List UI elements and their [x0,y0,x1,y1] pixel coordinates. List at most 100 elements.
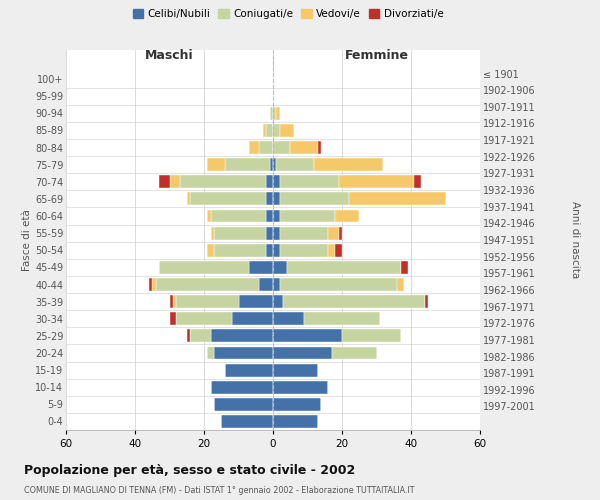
Bar [335,210,359,222]
Bar [273,107,277,120]
Bar [214,226,266,239]
Bar [304,312,380,325]
Text: Popolazione per età, sesso e stato civile - 2002: Popolazione per età, sesso e stato civil… [24,464,355,477]
Bar [259,278,273,291]
Bar [273,141,290,154]
Bar [149,278,152,291]
Bar [214,346,273,360]
Bar [335,244,342,256]
Text: Maschi: Maschi [145,50,194,62]
Bar [318,141,322,154]
Bar [287,261,401,274]
Bar [277,107,280,120]
Bar [332,346,377,360]
Bar [266,210,273,222]
Bar [273,261,287,274]
Bar [273,176,280,188]
Bar [224,364,273,376]
Bar [170,176,180,188]
Bar [280,244,328,256]
Bar [397,278,404,291]
Bar [280,210,335,222]
Bar [415,176,421,188]
Bar [208,158,224,171]
Bar [273,244,280,256]
Bar [173,295,176,308]
Bar [273,415,318,428]
Bar [328,244,335,256]
Bar [280,278,397,291]
Bar [211,330,273,342]
Bar [187,330,190,342]
Bar [187,192,190,205]
Bar [342,330,401,342]
Legend: Celibi/Nubili, Coniugati/e, Vedovi/e, Divorziati/e: Celibi/Nubili, Coniugati/e, Vedovi/e, Di… [128,5,448,24]
Bar [290,141,318,154]
Bar [170,312,176,325]
Bar [266,244,273,256]
Bar [273,210,280,222]
Bar [314,158,383,171]
Bar [273,381,328,394]
Bar [273,346,332,360]
Bar [176,312,232,325]
Bar [159,176,170,188]
Bar [328,226,338,239]
Bar [277,158,314,171]
Bar [156,278,259,291]
Bar [269,107,273,120]
Bar [211,226,214,239]
Bar [176,295,239,308]
Y-axis label: Fasce di età: Fasce di età [22,209,32,271]
Bar [280,176,338,188]
Bar [425,295,428,308]
Bar [214,398,273,410]
Bar [280,192,349,205]
Bar [273,192,280,205]
Y-axis label: Anni di nascita: Anni di nascita [569,202,580,278]
Bar [211,210,266,222]
Text: COMUNE DI MAGLIANO DI TENNA (FM) - Dati ISTAT 1° gennaio 2002 - Elaborazione TUT: COMUNE DI MAGLIANO DI TENNA (FM) - Dati … [24,486,415,495]
Bar [266,124,273,137]
Bar [269,158,273,171]
Bar [208,244,214,256]
Bar [208,210,211,222]
Bar [232,312,273,325]
Bar [170,295,173,308]
Bar [190,192,266,205]
Bar [263,124,266,137]
Bar [283,295,425,308]
Bar [273,158,277,171]
Bar [280,226,328,239]
Bar [273,226,280,239]
Bar [152,278,156,291]
Bar [338,176,415,188]
Bar [159,261,249,274]
Bar [280,124,294,137]
Bar [273,295,283,308]
Bar [249,141,259,154]
Bar [208,346,214,360]
Bar [266,192,273,205]
Bar [273,124,280,137]
Bar [273,364,318,376]
Text: Femmine: Femmine [344,50,409,62]
Bar [221,415,273,428]
Bar [225,158,269,171]
Bar [338,226,342,239]
Bar [190,330,211,342]
Bar [266,176,273,188]
Bar [349,192,445,205]
Bar [273,330,342,342]
Bar [401,261,407,274]
Bar [259,141,273,154]
Bar [273,312,304,325]
Bar [239,295,273,308]
Bar [214,244,266,256]
Bar [249,261,273,274]
Bar [211,381,273,394]
Bar [180,176,266,188]
Bar [273,398,322,410]
Bar [266,226,273,239]
Bar [273,278,280,291]
